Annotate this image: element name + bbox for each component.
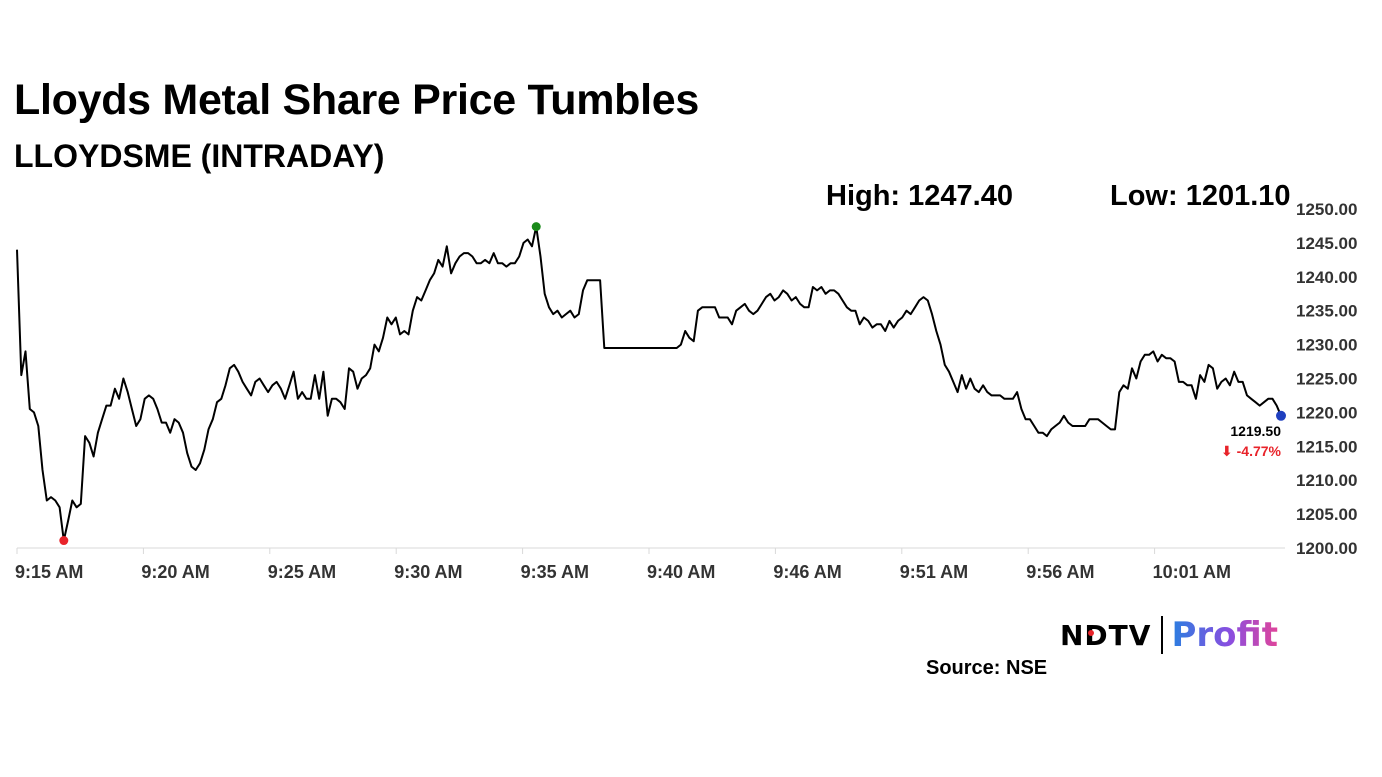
x-tick-label: 9:35 AM [521,562,589,582]
high-marker [531,222,541,232]
y-tick-label: 1245.00 [1296,234,1357,253]
low-label: Low: 1201.10 [1110,180,1291,212]
y-tick-label: 1215.00 [1296,437,1357,456]
logo-separator [1161,616,1164,654]
logo-red-dot [1088,630,1094,636]
x-tick-label: 9:46 AM [773,562,841,582]
chart-title: Lloyds Metal Share Price Tumbles [14,76,699,124]
y-tick-label: 1200.00 [1296,539,1357,558]
logo-ndtv-text: NDTV [1060,618,1152,652]
x-tick-label: 9:30 AM [394,562,462,582]
y-tick-label: 1250.00 [1296,200,1357,219]
x-tick-label: 9:56 AM [1026,562,1094,582]
logo-profit-text: Profit [1171,615,1278,655]
last-price-marker [1276,410,1286,421]
y-tick-label: 1240.00 [1296,268,1357,287]
y-tick-label: 1225.00 [1296,370,1357,389]
y-tick-label: 1220.00 [1296,403,1357,422]
x-tick-label: 9:51 AM [900,562,968,582]
x-tick-label: 9:20 AM [141,562,209,582]
price-line [16,225,1282,542]
y-tick-label: 1210.00 [1296,471,1357,490]
y-tick-label: 1230.00 [1296,336,1357,355]
chart-subtitle: LLOYDSME (INTRADAY) [14,138,385,174]
y-tick-label: 1235.00 [1296,302,1357,321]
x-tick-label: 9:15 AM [15,562,83,582]
x-tick-label: 10:01 AM [1153,562,1231,582]
x-tick-label: 9:40 AM [647,562,715,582]
high-label: High: 1247.40 [826,180,1013,212]
last-price-label: 1219.50 [1230,423,1281,439]
low-marker [59,536,69,546]
change-label: ⬇ -4.77% [1221,443,1282,459]
source-label: Source: NSE [926,657,1048,679]
ndtv-profit-logo: NDTV Profit [1060,614,1278,656]
y-tick-label: 1205.00 [1296,505,1357,524]
x-tick-label: 9:25 AM [268,562,336,582]
